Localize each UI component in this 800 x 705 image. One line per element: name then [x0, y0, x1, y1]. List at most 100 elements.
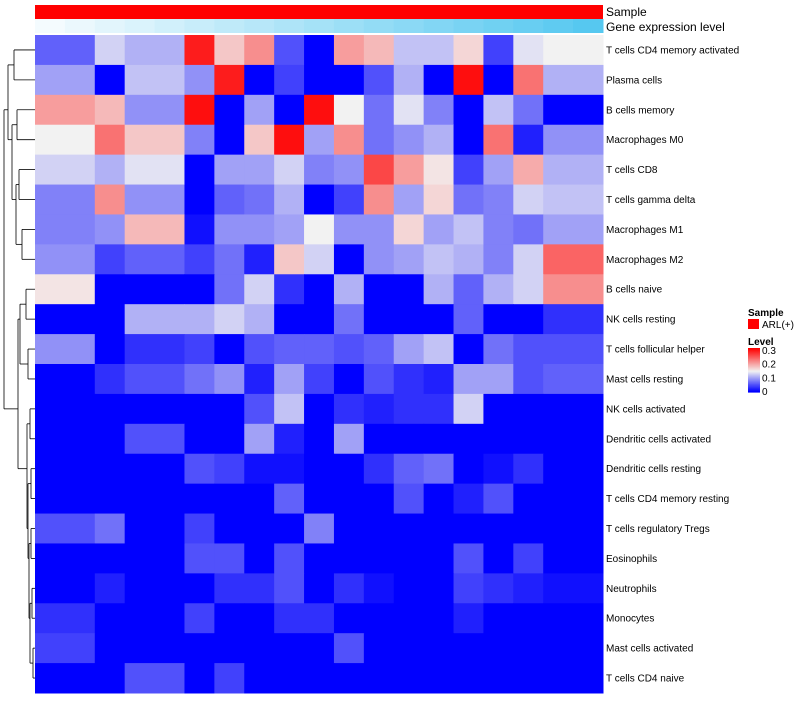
gene-expression-track-cell — [124, 19, 156, 33]
heatmap-cell — [483, 393, 514, 425]
heatmap-cell — [304, 124, 335, 156]
heatmap-cell — [274, 334, 305, 365]
heatmap-cell — [453, 543, 484, 574]
heatmap-cell — [214, 364, 245, 395]
heatmap-cell — [94, 633, 126, 664]
gene-expression-track-cell — [94, 19, 126, 33]
heatmap-cell — [513, 94, 544, 126]
heatmap-cell — [333, 304, 365, 335]
heatmap-cell — [214, 124, 245, 156]
heatmap-cell — [513, 573, 544, 604]
heatmap-cell — [35, 364, 96, 395]
heatmap-cell — [124, 483, 185, 515]
heatmap-cell — [423, 663, 455, 694]
heatmap-cell — [214, 304, 245, 335]
heatmap-cell — [274, 184, 305, 215]
heatmap-cell — [513, 483, 544, 515]
heatmap-cell — [513, 364, 544, 395]
heatmap-cell — [513, 453, 544, 485]
heatmap-cell — [184, 334, 215, 365]
heatmap-cell — [214, 214, 245, 245]
heatmap-cell — [124, 453, 185, 485]
heatmap-cell — [274, 364, 305, 395]
heatmap-cell — [333, 393, 365, 425]
level-legend-gradient — [748, 370, 760, 372]
heatmap-cell — [304, 423, 335, 455]
heatmap-cell — [274, 64, 305, 96]
heatmap-cell — [124, 35, 185, 66]
gene-expression-track-cell — [453, 19, 484, 33]
heatmap-cell — [304, 64, 335, 96]
heatmap-cell — [124, 543, 185, 574]
heatmap-cell — [543, 483, 604, 515]
heatmap-cell — [513, 124, 544, 156]
heatmap-cell — [214, 663, 245, 694]
heatmap-cell — [274, 603, 305, 634]
heatmap-cells — [35, 35, 604, 694]
heatmap-cell — [214, 603, 245, 634]
heatmap-cell — [363, 423, 395, 455]
level-legend-gradient — [748, 363, 760, 366]
heatmap-cell — [483, 483, 514, 515]
heatmap-cell — [184, 453, 215, 485]
row-labels: T cells CD4 memory activated Plasma cells… — [606, 45, 739, 684]
heatmap-cell — [214, 453, 245, 485]
heatmap-cell — [244, 573, 275, 604]
heatmap-cell — [393, 184, 425, 215]
heatmap-cell — [184, 244, 215, 275]
row-label: T cells CD4 naive — [606, 674, 685, 685]
row-label: Neutrophils — [606, 584, 657, 595]
heatmap-cell — [184, 64, 215, 96]
gene-expression-track-cell — [64, 19, 96, 33]
heatmap-cell — [214, 274, 245, 305]
heatmap-cell — [513, 543, 544, 574]
heatmap-cell — [513, 154, 544, 186]
level-legend-gradient — [748, 373, 760, 375]
level-legend-gradient — [748, 389, 760, 392]
heatmap-cell — [184, 184, 215, 215]
heatmap-cell — [214, 393, 245, 425]
heatmap-cell — [483, 633, 514, 664]
heatmap-cell — [304, 453, 335, 485]
heatmap-cell — [274, 543, 305, 574]
level-legend-gradient — [748, 372, 760, 374]
heatmap-cell — [214, 64, 245, 96]
heatmap-cell — [124, 513, 185, 544]
heatmap-cell — [244, 453, 275, 485]
heatmap-cell — [363, 274, 395, 305]
heatmap-cell — [423, 274, 455, 305]
heatmap-cell — [244, 64, 275, 96]
heatmap-cell — [423, 304, 455, 335]
heatmap-cell — [483, 94, 514, 126]
row-label: B cells naive — [606, 285, 663, 296]
heatmap-cell — [393, 244, 425, 275]
heatmap-cell — [453, 393, 484, 425]
heatmap-cell — [184, 124, 215, 156]
heatmap-cell — [244, 633, 275, 664]
heatmap-cell — [94, 124, 126, 156]
heatmap-cell — [184, 543, 215, 574]
gene-expression-track-cell — [154, 19, 185, 33]
heatmap-cell — [35, 244, 96, 275]
heatmap-cell — [543, 184, 604, 215]
heatmap-cell — [513, 513, 544, 544]
level-legend-gradient — [748, 350, 760, 352]
level-legend-gradient — [748, 355, 760, 358]
gene-expression-track-cell — [274, 19, 305, 33]
heatmap-cell — [483, 35, 514, 66]
heatmap-cell — [94, 304, 126, 335]
heatmap-cell — [333, 603, 365, 634]
heatmap-cell — [393, 483, 425, 515]
heatmap-cell — [244, 214, 275, 245]
heatmap-cell — [333, 154, 365, 186]
level-legend-gradient — [748, 387, 760, 390]
heatmap-cell — [35, 274, 96, 305]
level-legend-gradient — [748, 384, 760, 386]
level-legend-gradient — [748, 357, 760, 360]
heatmap-cell — [94, 393, 126, 425]
heatmap-cell — [363, 184, 395, 215]
heatmap-cell — [214, 334, 245, 365]
heatmap-cell — [543, 154, 604, 186]
heatmap-cell — [184, 423, 215, 455]
heatmap-cell — [274, 154, 305, 186]
